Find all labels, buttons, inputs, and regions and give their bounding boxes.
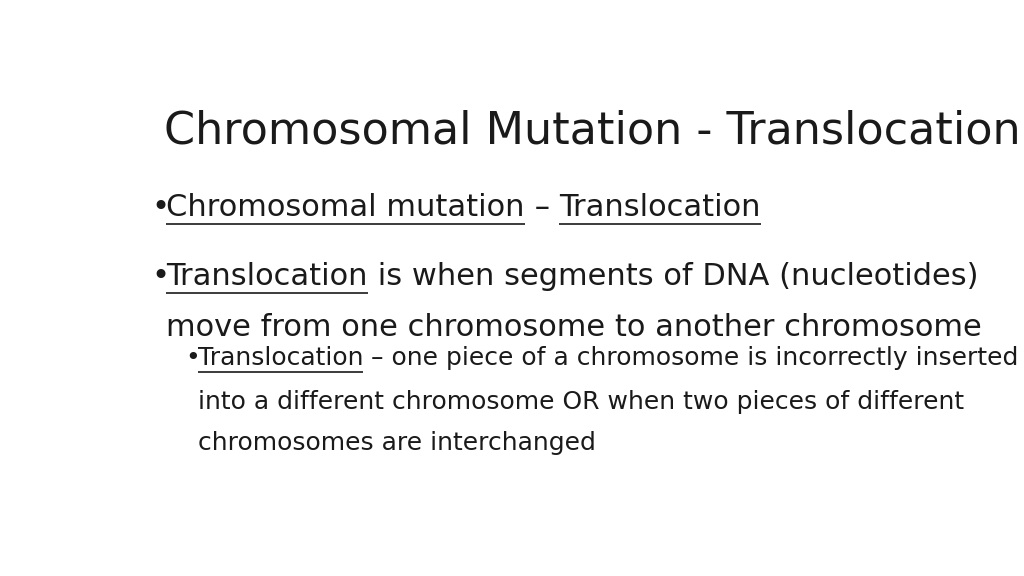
Text: chromosomes are interchanged: chromosomes are interchanged <box>198 431 596 455</box>
Text: Chromosomal mutation: Chromosomal mutation <box>166 194 524 222</box>
Text: into a different chromosome OR when two pieces of different: into a different chromosome OR when two … <box>198 390 964 414</box>
Text: •: • <box>152 194 170 222</box>
Text: •: • <box>152 262 170 291</box>
Text: – one piece of a chromosome is incorrectly inserted: – one piece of a chromosome is incorrect… <box>364 346 1019 370</box>
Text: is when segments of DNA (nucleotides): is when segments of DNA (nucleotides) <box>368 262 978 291</box>
Text: •: • <box>185 346 200 370</box>
Text: –: – <box>524 194 559 222</box>
Text: move from one chromosome to another chromosome: move from one chromosome to another chro… <box>166 313 982 342</box>
Text: Chromosomal Mutation - Translocation: Chromosomal Mutation - Translocation <box>164 109 1020 152</box>
Text: Translocation: Translocation <box>166 262 368 291</box>
Text: Translocation: Translocation <box>559 194 761 222</box>
Text: Translocation: Translocation <box>198 346 364 370</box>
